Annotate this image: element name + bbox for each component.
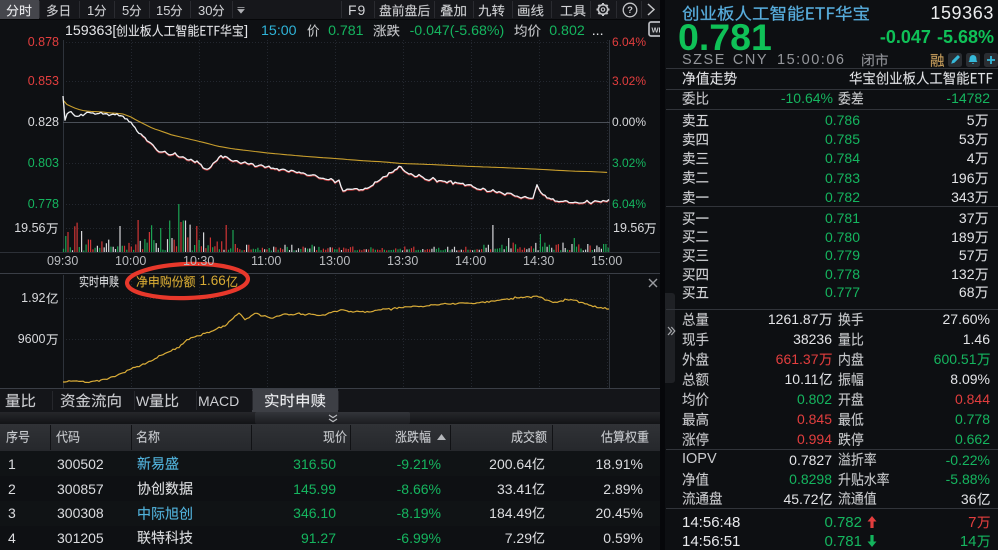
- svg-text:WP: WP: [651, 26, 663, 35]
- svg-text:?: ?: [627, 5, 633, 16]
